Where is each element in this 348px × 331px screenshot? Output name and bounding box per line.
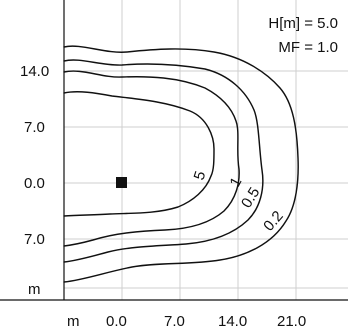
contour-label-0.2: 0.2 (260, 208, 287, 235)
x-axis-labels: m 0.0 7.0 14.0 21.0 (67, 313, 306, 330)
contours (63, 45, 299, 283)
contour-label-5: 5 (191, 169, 210, 182)
param-maintenance-factor: MF = 1.0 (278, 39, 338, 56)
y-tick-0: 0.0 (24, 175, 45, 192)
x-tick-0: 0.0 (106, 313, 127, 330)
parameters: H[m] = 5.0 MF = 1.0 (268, 15, 338, 56)
x-tick-21: 21.0 (277, 313, 306, 330)
x-tick-7: 7.0 (164, 313, 185, 330)
y-tick-7-bottom: 7.0 (24, 231, 45, 248)
x-axis-unit: m (67, 313, 80, 330)
y-axis-unit: m (28, 281, 41, 298)
contour-0.2 (63, 45, 299, 283)
contour-0.5 (63, 59, 264, 263)
x-tick-14: 14.0 (218, 313, 247, 330)
y-tick-7-top: 7.0 (24, 119, 45, 136)
y-tick-14: 14.0 (20, 63, 49, 80)
frame-lines (0, 0, 348, 301)
param-height: H[m] = 5.0 (268, 15, 338, 32)
grid (64, 0, 348, 300)
y-axis-labels: 14.0 7.0 0.0 7.0 m (20, 63, 49, 298)
luminaire-marker (116, 177, 127, 188)
contour-5 (63, 91, 215, 217)
contour-1 (63, 70, 240, 247)
contour-label-1: 1 (227, 175, 246, 190)
